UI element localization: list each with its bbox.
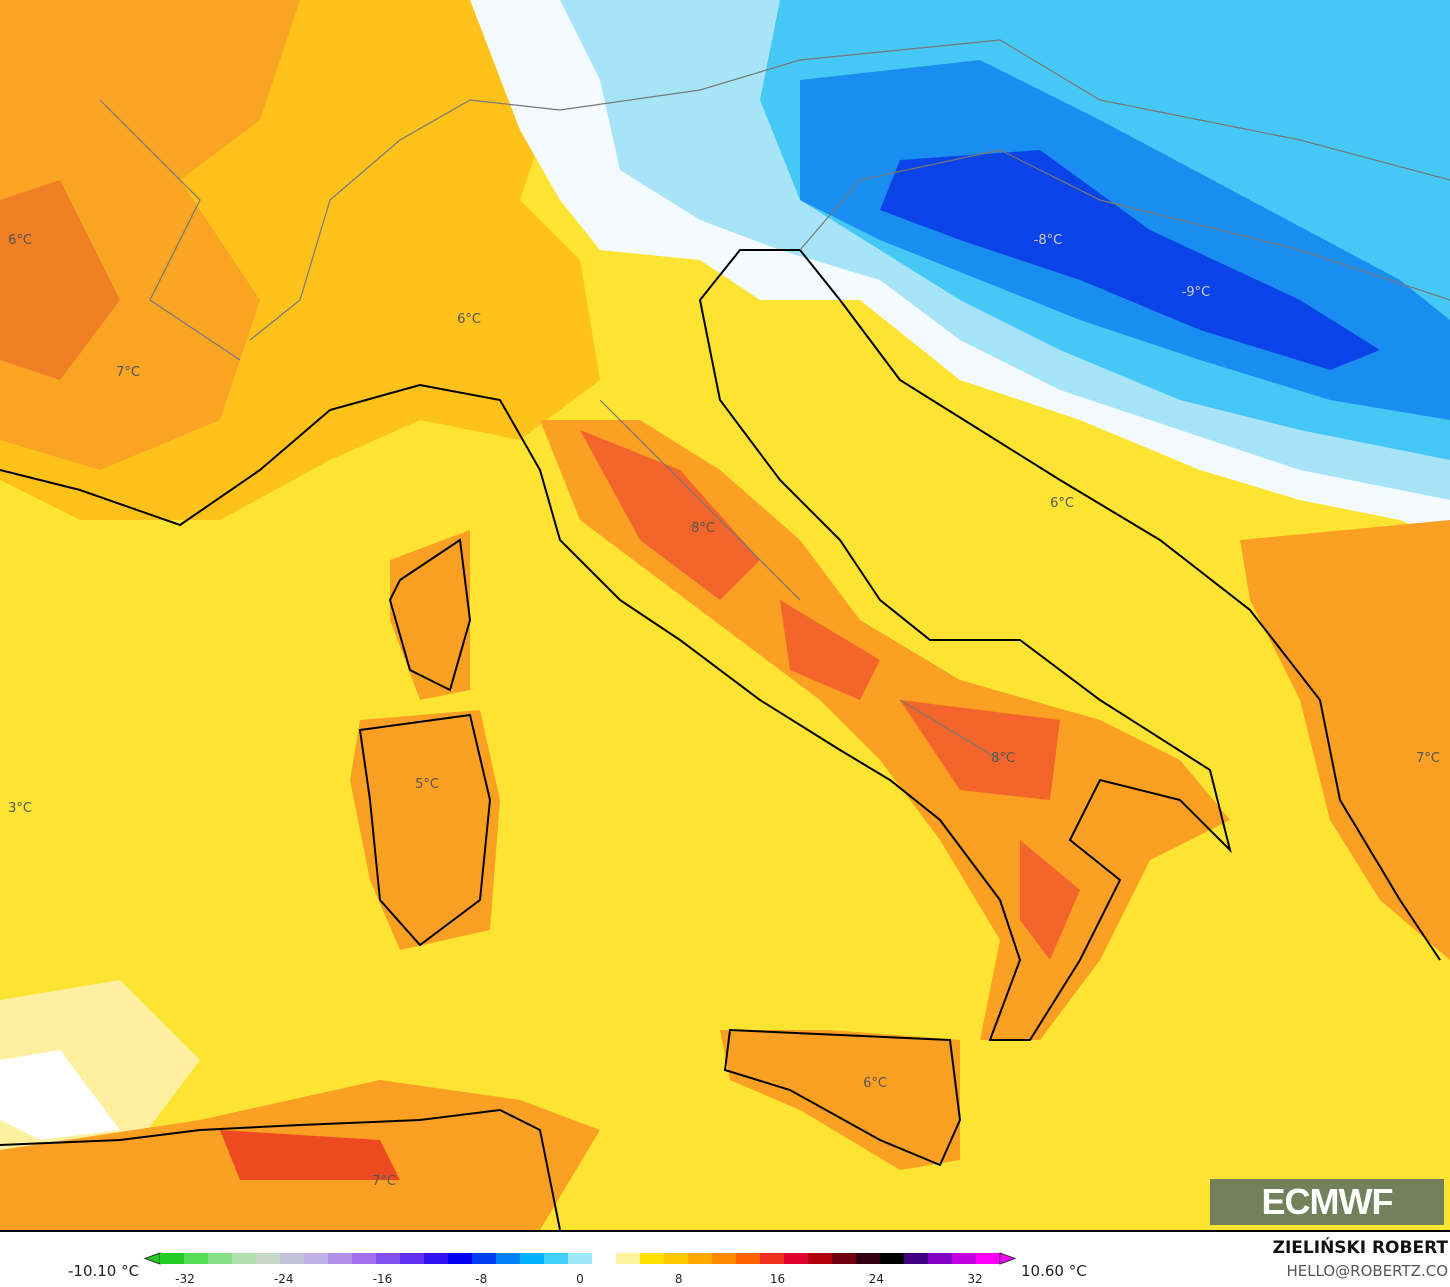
- colorbar-segment: [736, 1253, 761, 1264]
- colorbar-segment: [976, 1253, 1001, 1264]
- colorbar-segment: [400, 1253, 425, 1264]
- colorbar-tick: -16: [372, 1272, 393, 1286]
- colorbar-segment: [448, 1253, 473, 1264]
- hot-core-france: [0, 180, 120, 380]
- colorbar-segment: [376, 1253, 401, 1264]
- colorbar-segment: [568, 1253, 593, 1264]
- colorbar-segment: [328, 1253, 353, 1264]
- colorbar-segment: [232, 1253, 257, 1264]
- colorbar-segment: [832, 1253, 857, 1264]
- temperature-label: 6°C: [1050, 496, 1074, 511]
- map-canvas: 6°C 7°C 6°C -8°C -9°C 8°C 6°C 5°C 3°C 8°C 7°C 6°C 7°…: [0, 0, 1450, 1231]
- hot-zone-sardinia: [350, 710, 500, 950]
- author-credit: ZIELIŃSKI ROBERT: [1272, 1238, 1448, 1258]
- colorbar-tick: 16: [769, 1272, 786, 1286]
- colorbar-segment: [544, 1253, 569, 1264]
- colorbar-segment: [304, 1253, 329, 1264]
- colorbar-segment: [424, 1253, 449, 1264]
- colorbar-segment: [256, 1253, 281, 1264]
- colorbar-segment: [784, 1253, 809, 1264]
- colorbar-tick: 0: [576, 1272, 584, 1286]
- temperature-labels: 6°C 7°C 6°C -8°C -9°C 8°C 6°C 5°C 3°C 8°C 7°C 6°C 7°…: [8, 233, 1440, 1189]
- colorbar-segment: [664, 1253, 689, 1264]
- colorbar-segment: [928, 1253, 953, 1264]
- temperature-label: -9°C: [1182, 285, 1211, 300]
- colorbar-segment: [280, 1253, 305, 1264]
- colorbar-segment: [712, 1253, 737, 1264]
- temperature-label: 7°C: [116, 365, 140, 380]
- colorbar-tick: -8: [475, 1272, 488, 1286]
- colorbar-segment: [760, 1253, 785, 1264]
- colorbar-segment: [616, 1253, 641, 1264]
- color-legend: -10.10 °C -32 -24 -16 -8 0 8 16 24 32 10.60 °C Z…: [0, 1232, 1450, 1287]
- temperature-label: 7°C: [372, 1174, 396, 1189]
- colorbar-segment: [640, 1253, 665, 1264]
- coastlines: [0, 249, 1441, 1231]
- colorbar-tick: 8: [674, 1272, 683, 1286]
- colorbar-segment: [520, 1253, 545, 1264]
- colorbar-segment: [208, 1253, 233, 1264]
- temperature-label: 5°C: [415, 777, 439, 792]
- hot-zone-sicily: [720, 1030, 960, 1170]
- temperature-label: -8°C: [1034, 233, 1063, 248]
- hot-core-africa: [220, 1130, 400, 1180]
- colorbar-segment: [952, 1253, 977, 1264]
- colorbar-segment: [352, 1253, 377, 1264]
- author-email: HELLO@ROBERTZ.CO: [1286, 1262, 1448, 1280]
- colorbar-segment: [184, 1253, 209, 1264]
- colorbar-tick: -24: [273, 1272, 294, 1286]
- legend-max-label: 10.60 °C: [1021, 1262, 1087, 1280]
- temperature-label: 6°C: [863, 1076, 887, 1091]
- colorbar-segment: [808, 1253, 833, 1264]
- colorbar-min-arrow: [143, 1252, 161, 1265]
- hot-core-italy: [580, 430, 1080, 960]
- ecmwf-logo: ECMWF: [1210, 1179, 1444, 1225]
- colorbar-tick: 32: [967, 1272, 983, 1286]
- colorbar: [143, 1252, 1017, 1265]
- temperature-label: 3°C: [8, 801, 32, 816]
- ecmwf-logo-text: ECMWF: [1261, 1181, 1394, 1222]
- temperature-label: 8°C: [991, 751, 1015, 766]
- colorbar-segment: [904, 1253, 929, 1264]
- borders: [99, 39, 1450, 761]
- legend-min-label: -10.10 °C: [68, 1262, 140, 1280]
- temperature-label: 6°C: [457, 312, 481, 327]
- neutral-zone: [0, 1050, 120, 1140]
- colorbar-tick: 24: [868, 1272, 884, 1286]
- temperature-label: 8°C: [691, 521, 715, 536]
- colorbar-segment: [856, 1253, 881, 1264]
- cold-core: [880, 150, 1380, 370]
- hot-zone-balkans: [1240, 520, 1450, 960]
- colorbar-segment: [160, 1253, 185, 1264]
- colorbar-tick: -32: [175, 1272, 195, 1286]
- temperature-map: 6°C 7°C 6°C -8°C -9°C 8°C 6°C 5°C 3°C 8°C 7°C 6°C 7°…: [0, 0, 1450, 1232]
- colorbar-segment: [592, 1253, 617, 1264]
- colorbar-segment: [688, 1253, 713, 1264]
- colorbar-segment: [496, 1253, 521, 1264]
- colorbar-max-arrow: [999, 1252, 1017, 1265]
- colorbar-segment: [880, 1253, 905, 1264]
- temperature-label: 6°C: [8, 233, 32, 248]
- colorbar-segment: [472, 1253, 497, 1264]
- temperature-label: 7°C: [1416, 751, 1440, 766]
